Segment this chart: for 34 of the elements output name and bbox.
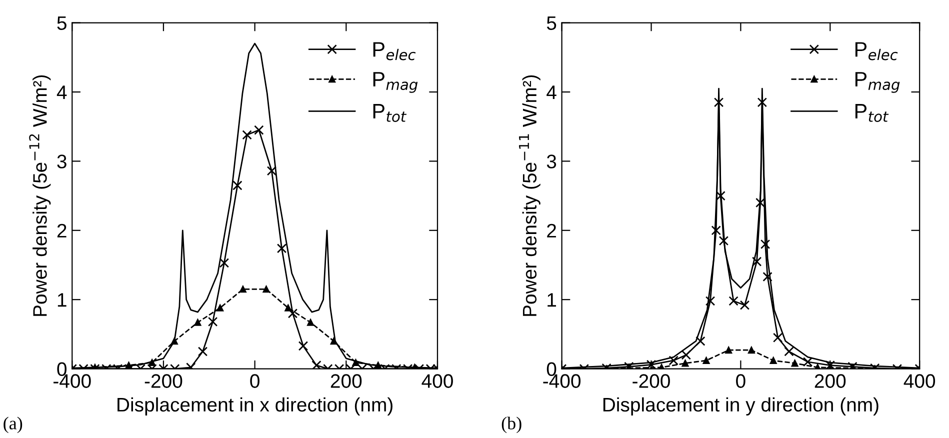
x-tick-label: 200 — [814, 374, 846, 388]
y-tick-label: 4 — [56, 86, 67, 100]
y-axis-title: Power density (5e$^{−12}$ W/m²) — [29, 75, 51, 316]
x-tick-label: 400 — [904, 374, 936, 388]
y-tick-label: 2 — [547, 224, 556, 238]
x-tick-label: -400 — [543, 374, 581, 388]
x-tick-label: 200 — [330, 374, 362, 388]
legend-label: P$_{tot}$ — [855, 104, 889, 122]
text: (a) — [4, 416, 22, 434]
text: (b) — [502, 416, 522, 434]
y-tick-label: 1 — [548, 293, 556, 307]
y-tick-label: 5 — [546, 16, 556, 30]
x-axis-title: Displacement in x direction (nm) — [118, 397, 392, 416]
y-tick-label: 4 — [546, 86, 556, 100]
x-tick-label: -400 — [54, 374, 91, 388]
legend-label: P$_{tot}$ — [373, 104, 407, 122]
y-tick-label: 3 — [57, 154, 66, 168]
x-axis-title: Displacement in y direction (nm) — [603, 397, 878, 416]
legend-label: P$_{mag}$ — [855, 72, 900, 93]
x-tick-label: 400 — [422, 374, 453, 388]
y-tick-label: 0 — [546, 362, 556, 376]
y-tick-label: 5 — [57, 16, 66, 30]
x-tick-label: -200 — [632, 374, 670, 388]
y-tick-label: 1 — [58, 293, 66, 307]
x-tick-label: 0 — [736, 374, 746, 388]
legend-label: P$_{elec}$ — [855, 42, 898, 60]
y-tick-label: 2 — [57, 224, 66, 238]
y-tick-label: 3 — [546, 154, 556, 168]
x-tick-label: -200 — [144, 374, 182, 388]
legend-label: P$_{mag}$ — [373, 72, 418, 93]
legend-label: P$_{elec}$ — [373, 42, 416, 60]
x-tick-label: 0 — [250, 374, 260, 388]
y-tick-label: 0 — [57, 362, 67, 376]
y-axis-title: Power density (5e$^{−11}$ W/m²) — [518, 75, 540, 316]
